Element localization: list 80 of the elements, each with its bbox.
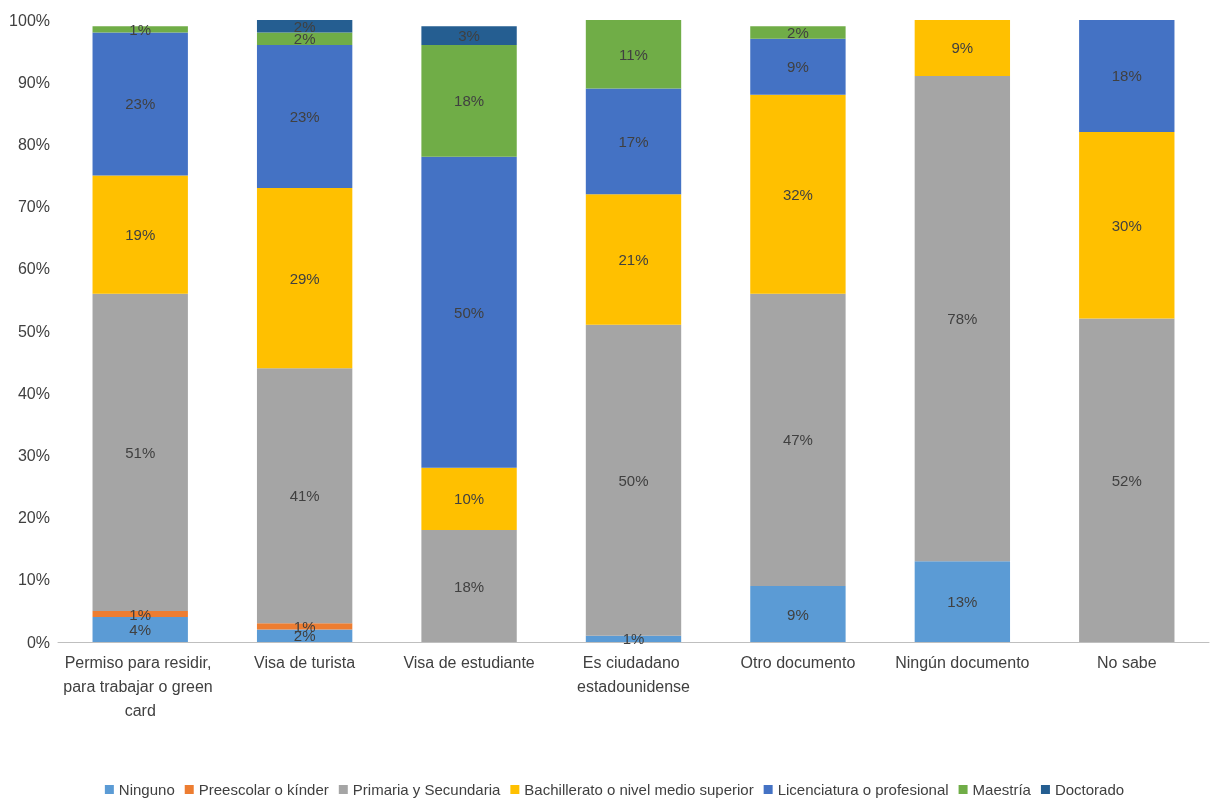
bar [914, 561, 1011, 642]
bar [1079, 131, 1175, 319]
data-label: 30% [1111, 216, 1142, 234]
y-tick-label: 100% [9, 11, 50, 29]
bar [750, 26, 846, 39]
data-label: 50% [454, 303, 485, 321]
y-tick-label: 50% [17, 322, 50, 340]
y-tick-label: 60% [17, 260, 50, 278]
bar [421, 26, 517, 45]
bar [256, 32, 353, 45]
data-label: 21% [618, 250, 649, 268]
bar [421, 44, 517, 157]
x-tick-label: Visa de turista [254, 653, 356, 671]
data-label: 23% [125, 95, 156, 113]
bar [421, 467, 517, 531]
data-label: 41% [289, 487, 320, 505]
legend-label: Ninguno [118, 781, 175, 798]
bar [914, 75, 1011, 562]
data-label: 9% [787, 605, 809, 623]
x-tick-label: Permiso para residir, para trabajar o green card [63, 653, 218, 719]
x-tick-label: Es ciudadano estadounidense [577, 653, 691, 695]
bar [750, 38, 846, 95]
bar [750, 94, 846, 294]
data-label: 19% [125, 226, 156, 244]
bar [1079, 20, 1175, 132]
legend-label: Maestría [972, 781, 1032, 798]
legend-label: Licenciatura o profesional [777, 781, 949, 798]
data-label: 17% [618, 132, 649, 150]
y-tick-label: 10% [17, 571, 50, 589]
data-label: 4% [129, 621, 152, 639]
y-tick-label: 20% [17, 509, 50, 527]
data-label: 13% [947, 593, 978, 611]
y-tick-label: 0% [26, 633, 50, 651]
y-tick-label: 30% [17, 446, 50, 464]
bar [92, 175, 188, 294]
data-label: 2% [293, 17, 316, 35]
x-tick-label: Otro documento [740, 653, 856, 671]
y-tick-label: 90% [17, 73, 50, 91]
bar [914, 20, 1011, 76]
data-label: 52% [1111, 471, 1142, 489]
bar [585, 194, 682, 325]
data-label: 3% [458, 27, 480, 45]
bar [92, 293, 188, 611]
data-label: 18% [454, 92, 485, 110]
data-label: 2% [787, 23, 809, 41]
y-tick-label: 80% [17, 135, 50, 153]
bar [256, 187, 353, 369]
data-label: 51% [125, 443, 156, 461]
x-tick-label: Ningún documento [895, 653, 1030, 671]
legend-label: Primaria y Secundaria [352, 781, 502, 798]
x-tick-label: No sabe [1096, 653, 1157, 671]
data-label: 18% [1111, 67, 1142, 85]
data-label: 29% [289, 269, 320, 287]
bar [256, 44, 353, 188]
legend-label: Doctorado [1054, 781, 1125, 798]
bar [421, 156, 517, 468]
data-label: 9% [787, 58, 809, 76]
data-label: 18% [454, 577, 485, 595]
bar [256, 368, 353, 624]
bar [585, 324, 682, 636]
y-tick-label: 70% [17, 198, 50, 216]
bar [421, 530, 517, 642]
data-label: 9% [951, 39, 974, 57]
bar [1079, 318, 1175, 642]
bar [750, 293, 846, 587]
x-tick-label: Visa de estudiante [403, 653, 535, 671]
bar [256, 623, 353, 630]
data-label: 47% [782, 431, 813, 449]
bar [585, 20, 682, 89]
data-label: 32% [782, 185, 813, 203]
bar [750, 586, 846, 642]
legend-label: Preescolar o kínder [198, 781, 329, 798]
data-label: 10% [454, 490, 485, 508]
legend-label: Bachillerato o nivel medio superior [524, 781, 754, 798]
data-label: 23% [289, 107, 320, 125]
data-label: 50% [618, 471, 649, 489]
bar [585, 88, 682, 195]
y-tick-label: 40% [17, 384, 50, 402]
data-label: 11% [619, 45, 648, 63]
data-label: 78% [947, 310, 978, 328]
